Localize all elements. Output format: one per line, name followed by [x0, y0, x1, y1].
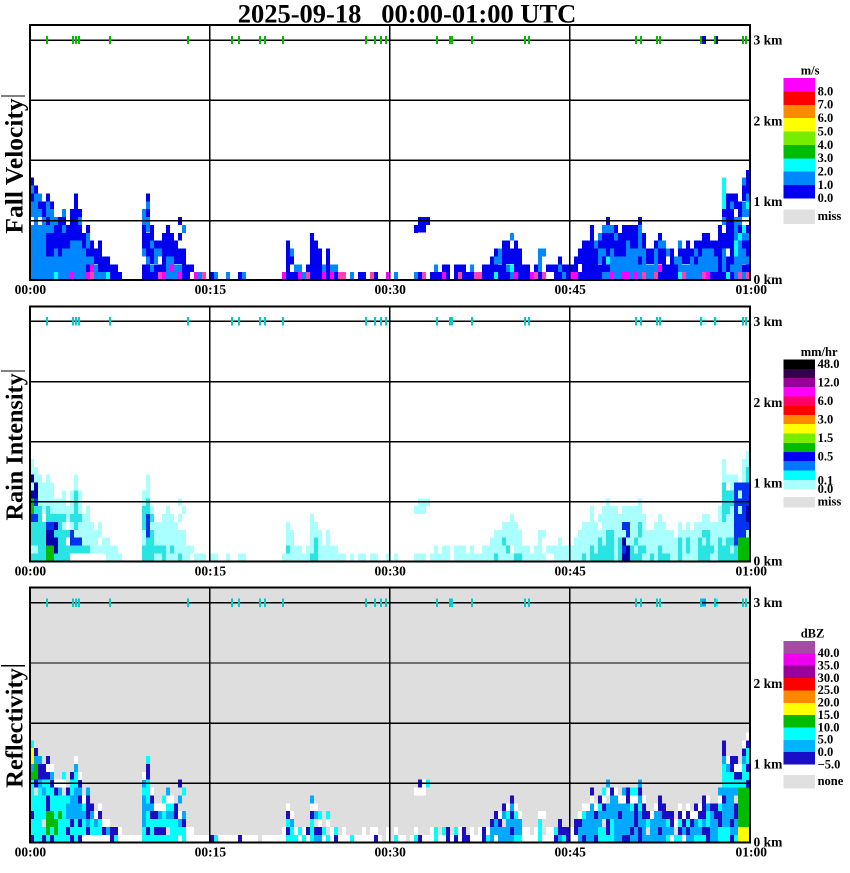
svg-text:2 km: 2 km: [754, 676, 784, 691]
svg-text:01:00: 01:00: [736, 563, 768, 578]
svg-text:15.0: 15.0: [818, 708, 840, 722]
svg-text:20.0: 20.0: [818, 696, 840, 710]
svg-text:1.0: 1.0: [818, 178, 834, 192]
svg-text:0.1: 0.1: [818, 473, 834, 487]
svg-text:none: none: [818, 774, 844, 788]
svg-text:5.0: 5.0: [818, 733, 834, 747]
svg-text:00:15: 00:15: [195, 563, 227, 578]
svg-text:48.0: 48.0: [818, 357, 840, 371]
svg-text:00:15: 00:15: [195, 282, 227, 297]
svg-text:1 km: 1 km: [754, 757, 784, 772]
svg-text:Fall Velocity: Fall Velocity: [0, 98, 29, 234]
svg-text:0.0: 0.0: [818, 482, 834, 496]
svg-text:mm/hr: mm/hr: [801, 345, 838, 359]
svg-text:2.0: 2.0: [818, 165, 834, 179]
svg-text:m/s: m/s: [801, 64, 820, 78]
svg-text:00:00: 00:00: [15, 563, 47, 578]
svg-text:dBZ: dBZ: [801, 626, 825, 640]
svg-text:2 km: 2 km: [754, 395, 784, 410]
svg-text:3.0: 3.0: [818, 151, 834, 165]
svg-text:3 km: 3 km: [754, 33, 784, 48]
svg-text:miss: miss: [818, 209, 842, 223]
svg-text:4.0: 4.0: [818, 138, 834, 152]
svg-text:30.0: 30.0: [818, 671, 840, 685]
svg-text:00:45: 00:45: [554, 282, 586, 297]
svg-text:01:00: 01:00: [736, 845, 768, 860]
svg-text:Reflectivity: Reflectivity: [2, 667, 29, 787]
svg-text:6.0: 6.0: [818, 394, 834, 408]
svg-text:01:00: 01:00: [736, 282, 768, 297]
svg-text:00:30: 00:30: [374, 282, 406, 297]
svg-text:25.0: 25.0: [818, 683, 840, 697]
svg-text:1.5: 1.5: [818, 431, 834, 445]
svg-text:00:30: 00:30: [374, 845, 406, 860]
svg-text:6.0: 6.0: [818, 111, 834, 125]
svg-text:−5.0: −5.0: [818, 757, 841, 771]
svg-text:3.0: 3.0: [818, 412, 834, 426]
svg-text:2025-09-18 00:00-01:00 UTC: 2025-09-18 00:00-01:00 UTC: [238, 0, 577, 29]
svg-text:12.0: 12.0: [818, 375, 840, 389]
svg-text:00:45: 00:45: [554, 845, 586, 860]
svg-text:3 km: 3 km: [754, 595, 784, 610]
svg-text:1 km: 1 km: [754, 475, 784, 490]
svg-text:00:45: 00:45: [554, 563, 586, 578]
svg-text:0 km: 0 km: [754, 835, 784, 850]
svg-text:00:15: 00:15: [195, 845, 227, 860]
svg-text:00:00: 00:00: [15, 845, 47, 860]
svg-text:35.0: 35.0: [818, 658, 840, 672]
svg-text:00:00: 00:00: [15, 282, 47, 297]
svg-text:1 km: 1 km: [754, 194, 784, 209]
svg-text:2 km: 2 km: [754, 114, 784, 129]
svg-text:0 km: 0 km: [754, 553, 784, 568]
svg-text:miss: miss: [818, 494, 842, 508]
svg-text:40.0: 40.0: [818, 646, 840, 660]
svg-text:8.0: 8.0: [818, 84, 834, 98]
svg-text:0.0: 0.0: [818, 191, 834, 205]
svg-text:00:30: 00:30: [374, 563, 406, 578]
svg-text:3 km: 3 km: [754, 314, 784, 329]
svg-text:0.5: 0.5: [818, 449, 834, 463]
svg-text:0.0: 0.0: [818, 745, 834, 759]
svg-text:5.0: 5.0: [818, 124, 834, 138]
svg-text:10.0: 10.0: [818, 720, 840, 734]
svg-text:Rain Intensity: Rain Intensity: [2, 373, 29, 520]
svg-text:7.0: 7.0: [818, 98, 834, 112]
svg-text:0 km: 0 km: [754, 272, 784, 287]
